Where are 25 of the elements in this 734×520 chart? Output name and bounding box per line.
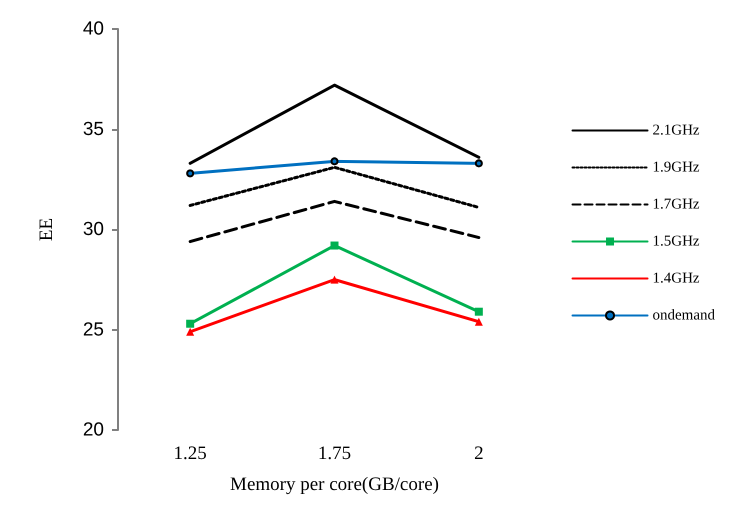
point [474,318,483,326]
x-axis-title: Memory per core(GB/core) [230,474,439,495]
point [330,157,338,166]
x-tick-label: 1.25 [174,443,207,464]
point [474,159,483,168]
point [474,308,483,316]
y-tick-label: 20 [82,420,104,440]
point [330,242,338,250]
y-tick-label: 30 [82,219,104,240]
point [330,276,338,284]
point [186,169,194,178]
y-tick-label: 35 [82,118,104,140]
legend-label: 1.5GHz [652,234,700,250]
y-tick-label: 40 [82,18,104,40]
x-tick-label: 2 [474,443,484,464]
x-tick-label: 1.75 [318,443,352,464]
legend-label: 1.9GHz [652,160,700,176]
legend-label: ondemand [652,308,716,324]
point [186,328,194,336]
point [186,320,194,328]
y-axis-title: EE [36,218,57,242]
legend-label: 2.1GHz [652,122,700,138]
y-tick-label: 25 [82,319,104,340]
legend-label: 1.7GHz [652,196,700,212]
legend-label: 1.4GHz [652,270,700,286]
